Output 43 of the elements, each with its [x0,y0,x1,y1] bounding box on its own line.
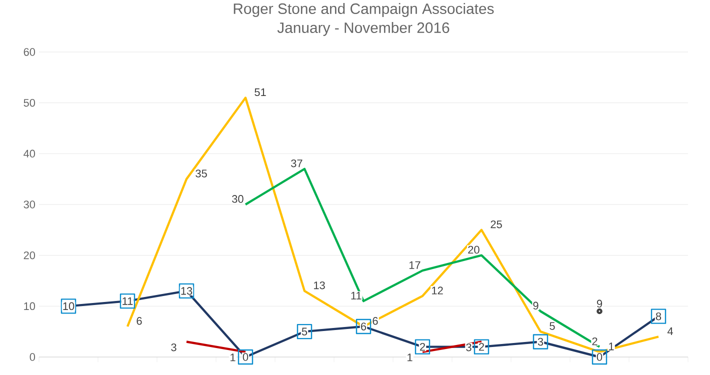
y-tick-label: 10 [24,302,36,310]
data-label: 3 [466,343,472,352]
y-tick-label: 60 [24,48,36,56]
data-label: 13 [181,287,192,295]
data-label: 6 [136,317,142,325]
data-label: 11 [351,292,362,300]
data-label: 12 [432,286,443,294]
data-label: 3 [538,338,544,346]
data-label: 20 [468,246,480,254]
data-label: 1 [230,354,236,362]
chart-title: Roger Stone and Campaign Associates [234,3,494,17]
data-label: 6 [372,317,378,325]
data-label: 9 [596,300,602,308]
data-label: 35 [196,170,207,178]
data-label: 6 [361,322,366,330]
y-tick-label: 40 [24,150,36,158]
data-label: 8 [656,312,662,320]
data-label: 4 [667,327,673,335]
data-label: 17 [409,261,420,269]
data-label: 51 [254,88,266,96]
point [596,308,602,314]
data-label: 13 [314,281,325,290]
y-tick-label: 0 [30,353,36,361]
data-label: 37 [291,159,302,168]
data-label: 11 [122,297,133,305]
data-label: 5 [302,328,308,336]
data-label: 1 [408,354,412,362]
y-tick-label: 50 [24,98,36,107]
data-label: 0 [596,353,602,361]
data-label: 9 [533,302,538,310]
data-label: 5 [550,322,555,330]
data-label: 10 [63,302,74,310]
y-tick-label: 20 [24,251,36,260]
data-label: 3 [171,343,176,352]
data-label: 0 [242,353,248,361]
data-label: 25 [490,220,502,228]
data-label: 30 [232,195,244,203]
chart-subtitle: January - November 2016 [277,22,450,36]
data-label: 2 [420,343,426,351]
y-tick-label: 30 [24,200,36,208]
data-label: 2 [479,343,484,351]
data-label: 2 [592,337,598,346]
data-label: 1 [609,342,614,350]
